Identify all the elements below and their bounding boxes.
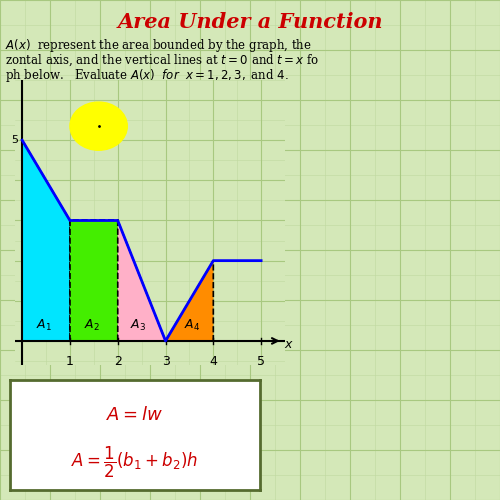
- Polygon shape: [118, 220, 166, 341]
- Text: 3: 3: [162, 355, 170, 368]
- Text: $A = \dfrac{1}{2}(b_1 + b_2)h$: $A = \dfrac{1}{2}(b_1 + b_2)h$: [72, 445, 198, 480]
- Text: $A_2$: $A_2$: [84, 318, 100, 333]
- Text: $A_3$: $A_3$: [130, 318, 146, 333]
- Text: $A_4$: $A_4$: [184, 318, 200, 333]
- Text: 4: 4: [210, 355, 218, 368]
- Text: $A(x)$  represent the area bounded by the graph, the: $A(x)$ represent the area bounded by the…: [5, 38, 312, 54]
- Text: ph below.   Evaluate $A(x)$  $for$  $x = 1, 2, 3,$ and $4.$: ph below. Evaluate $A(x)$ $for$ $x = 1, …: [5, 68, 289, 84]
- Text: Area Under a Function: Area Under a Function: [117, 12, 383, 32]
- Polygon shape: [22, 140, 70, 341]
- Polygon shape: [70, 220, 117, 341]
- Text: zontal axis, and the vertical lines at $t = 0$ and $t = x$ fo: zontal axis, and the vertical lines at $…: [5, 52, 320, 68]
- Text: 1: 1: [66, 355, 74, 368]
- Text: 2: 2: [114, 355, 122, 368]
- Text: 5: 5: [12, 135, 18, 145]
- Text: x: x: [284, 338, 292, 351]
- Text: $A = lw$: $A = lw$: [106, 406, 164, 424]
- Text: $A_1$: $A_1$: [36, 318, 52, 333]
- Circle shape: [70, 102, 128, 150]
- Polygon shape: [166, 260, 214, 341]
- Text: 5: 5: [257, 355, 265, 368]
